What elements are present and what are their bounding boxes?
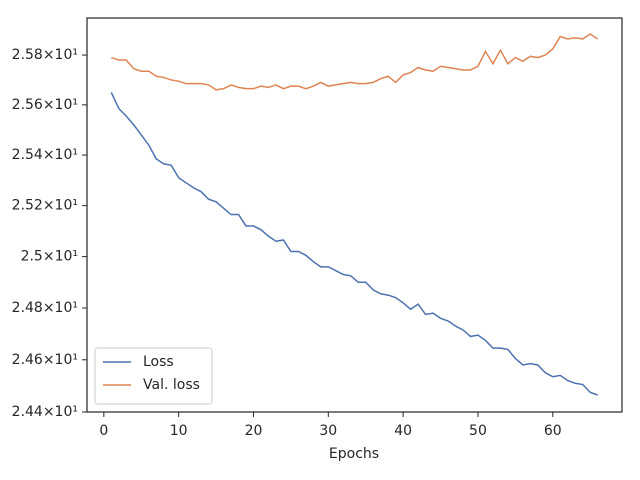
y-tick-label: 2.54×10¹ (12, 147, 78, 163)
x-tick-label: 20 (245, 423, 263, 439)
x-tick-label: 40 (394, 423, 412, 439)
y-tick-label: 2.48×10¹ (12, 300, 78, 316)
y-tick-label: 2.56×10¹ (12, 97, 78, 113)
series-line (111, 33, 599, 91)
x-tick-label: 60 (544, 423, 562, 439)
y-tick-label: 2.58×10¹ (12, 47, 78, 63)
y-tick-label: 2.52×10¹ (12, 198, 78, 214)
legend-label: Loss (143, 354, 174, 370)
x-tick-label: 30 (319, 423, 337, 439)
y-tick-label: 2.44×10¹ (12, 404, 78, 420)
series-line (110, 92, 598, 396)
x-tick-label: 0 (99, 423, 108, 439)
plot-frame (86, 17, 623, 413)
legend-label: Val. loss (143, 377, 200, 393)
y-tick-label: 2.5×10¹ (21, 249, 78, 265)
y-tick-label: 2.46×10¹ (12, 352, 78, 368)
x-tick-label: 10 (170, 423, 188, 439)
x-axis-label: Epochs (329, 446, 379, 462)
x-tick-label: 50 (469, 423, 487, 439)
